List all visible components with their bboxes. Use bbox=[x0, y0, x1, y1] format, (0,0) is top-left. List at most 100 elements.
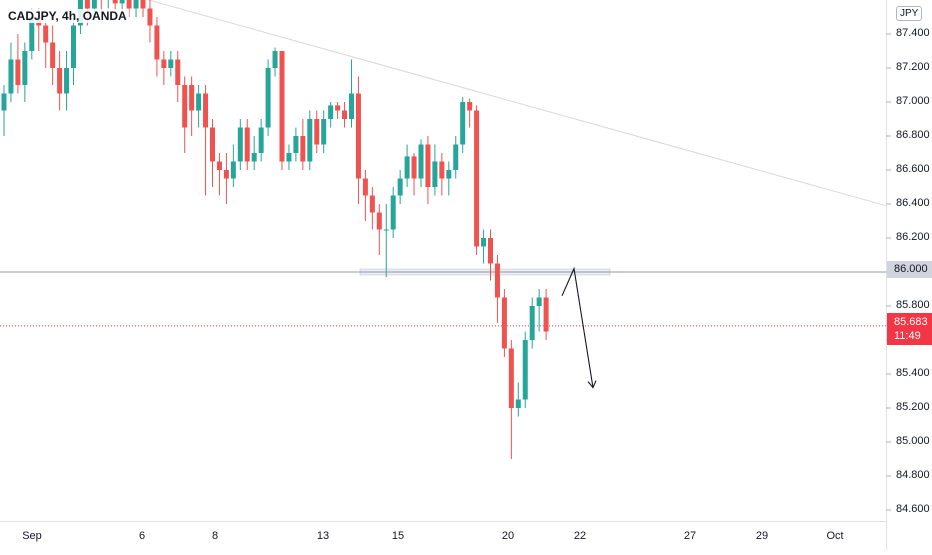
candle-body bbox=[133, 0, 139, 9]
candle-body bbox=[43, 25, 49, 43]
symbol-title: CADJPY, 4h, OANDA bbox=[6, 9, 129, 23]
candle-body bbox=[84, 0, 90, 9]
candle-body bbox=[349, 93, 354, 119]
candle-body bbox=[286, 153, 292, 162]
candle-body bbox=[362, 178, 368, 196]
candle-body bbox=[71, 25, 76, 68]
candle-body bbox=[501, 297, 507, 349]
candle-body bbox=[112, 0, 118, 4]
candle-body bbox=[418, 144, 424, 179]
candle-body bbox=[189, 85, 195, 111]
candle-body bbox=[230, 161, 236, 179]
candle-body bbox=[376, 212, 382, 230]
candle-body bbox=[210, 127, 215, 162]
y-tick-label: 84.800 bbox=[896, 469, 930, 481]
currency-badge[interactable]: JPY bbox=[896, 6, 923, 21]
candle-body bbox=[314, 119, 320, 145]
projection-path bbox=[561, 266, 594, 388]
candle-body bbox=[196, 93, 202, 111]
candle-body bbox=[182, 85, 188, 128]
y-tick-label: 85.400 bbox=[896, 367, 930, 379]
y-tick-label: 86.200 bbox=[896, 231, 930, 243]
candle-body bbox=[251, 153, 257, 162]
candle-body bbox=[481, 238, 487, 247]
candle-body bbox=[474, 110, 480, 247]
candle-body bbox=[175, 59, 181, 85]
candle-body bbox=[279, 51, 285, 162]
candle-body bbox=[15, 59, 21, 85]
y-tick-label: 87.400 bbox=[896, 27, 930, 39]
candle-body bbox=[439, 161, 445, 179]
candle-body bbox=[168, 59, 174, 68]
candle-body bbox=[1, 93, 7, 111]
candle-body bbox=[244, 127, 250, 162]
candle-body bbox=[335, 105, 341, 111]
candle-body bbox=[161, 59, 167, 68]
candle-body bbox=[237, 127, 243, 162]
candle-body bbox=[140, 0, 146, 9]
candle-body bbox=[369, 195, 375, 213]
candle-body bbox=[411, 156, 417, 179]
candle-body bbox=[529, 306, 535, 340]
candle-body bbox=[50, 42, 56, 68]
candle-body bbox=[355, 93, 361, 179]
x-tick-label: 6 bbox=[138, 530, 146, 542]
candle-body bbox=[307, 119, 313, 162]
x-tick-label: 8 bbox=[211, 530, 219, 542]
x-tick-label: 27 bbox=[683, 530, 697, 542]
projection-arrow-head bbox=[587, 380, 597, 389]
bar-countdown: 11:49 bbox=[894, 330, 921, 342]
candle-body bbox=[29, 17, 35, 51]
candle-body bbox=[536, 297, 542, 306]
current-price-label: 85.683 11:49 bbox=[887, 313, 932, 345]
candle-body bbox=[91, 0, 97, 9]
candle-body bbox=[22, 51, 28, 85]
candle-body bbox=[328, 105, 334, 119]
candle-body bbox=[300, 136, 306, 162]
y-tick-label: 87.200 bbox=[896, 61, 930, 73]
x-tick-label: 13 bbox=[316, 530, 330, 542]
candle-body bbox=[425, 144, 431, 187]
candle-body bbox=[258, 127, 264, 153]
candle-body bbox=[522, 340, 528, 400]
candle-body bbox=[321, 119, 327, 145]
x-tick-label: 29 bbox=[755, 530, 769, 542]
y-tick-label: 86.800 bbox=[896, 129, 930, 141]
level-price-label: 86.000 bbox=[887, 261, 932, 278]
candle-body bbox=[64, 68, 70, 94]
candle-body bbox=[446, 170, 452, 179]
candle-body bbox=[508, 348, 514, 408]
y-tick-label: 85.000 bbox=[896, 435, 930, 447]
candle-body bbox=[397, 178, 403, 196]
candle-body bbox=[203, 93, 209, 128]
candle-body bbox=[216, 161, 222, 170]
x-tick-label: Oct bbox=[826, 530, 844, 542]
candle-body bbox=[488, 238, 493, 264]
candle-body bbox=[432, 161, 438, 187]
candle-body bbox=[119, 0, 125, 4]
candle-body bbox=[147, 8, 153, 26]
candle-body bbox=[223, 170, 229, 179]
x-tick-label: 22 bbox=[573, 530, 587, 542]
candle-body bbox=[390, 195, 396, 230]
candle-body bbox=[453, 144, 459, 170]
candle-body bbox=[272, 51, 278, 68]
candle-body bbox=[494, 263, 500, 298]
candle-body bbox=[543, 297, 549, 332]
candle-body bbox=[57, 68, 63, 94]
trendline bbox=[146, 0, 887, 207]
current-price-value: 85.683 bbox=[894, 316, 928, 328]
candle-body bbox=[293, 136, 299, 153]
y-tick-label: 85.800 bbox=[896, 299, 930, 311]
candle-body bbox=[8, 59, 14, 94]
candle-body bbox=[265, 68, 271, 128]
y-tick-label: 86.600 bbox=[896, 163, 930, 175]
y-tick-label: 86.400 bbox=[896, 197, 930, 209]
x-tick-label: 20 bbox=[501, 530, 515, 542]
candle-body bbox=[515, 399, 521, 408]
candle-body bbox=[467, 102, 473, 111]
candle-body bbox=[460, 102, 466, 145]
y-tick-label: 84.600 bbox=[896, 503, 930, 515]
